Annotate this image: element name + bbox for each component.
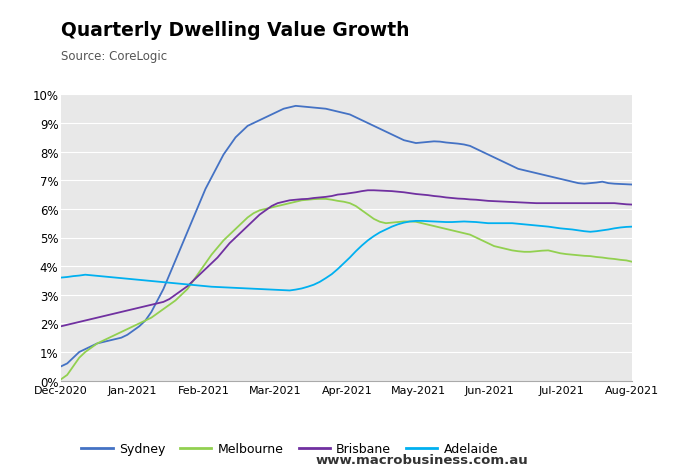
Melbourne [220,238,228,244]
Brisbane [345,191,354,197]
Sydney [352,115,360,121]
Melbourne [57,377,65,382]
Line: Melbourne: Melbourne [61,199,632,379]
Melbourne [304,198,312,203]
Adelaide [220,285,228,290]
Line: Brisbane: Brisbane [61,191,632,327]
Sydney [57,364,65,369]
Adelaide [628,224,636,230]
Line: Sydney: Sydney [61,107,632,367]
Text: www.macrobusiness.com.au: www.macrobusiness.com.au [316,454,528,466]
Legend: Sydney, Melbourne, Brisbane, Adelaide: Sydney, Melbourne, Brisbane, Adelaide [76,437,503,460]
Text: MACRO: MACRO [565,22,625,37]
Brisbane [135,305,143,311]
Adelaide [135,278,143,283]
Brisbane [304,197,312,202]
Text: BUSINESS: BUSINESS [554,45,636,60]
Sydney [586,181,594,187]
Sydney [370,124,378,129]
Brisbane [57,324,65,329]
Brisbane [364,188,372,194]
Melbourne [316,197,324,202]
Brisbane [220,248,228,254]
Sydney [292,104,300,109]
Brisbane [628,202,636,208]
Sydney [309,106,318,111]
Adelaide [592,229,600,235]
Adelaide [309,282,318,288]
Brisbane [370,188,378,194]
Melbourne [586,254,594,259]
Adelaide [370,234,378,239]
Melbourne [628,259,636,265]
Sydney [135,324,143,329]
Adelaide [352,249,360,255]
Text: Source: CoreLogic: Source: CoreLogic [61,50,167,63]
Melbourne [352,204,360,209]
Adelaide [286,288,294,294]
Text: Quarterly Dwelling Value Growth: Quarterly Dwelling Value Growth [61,21,409,40]
Adelaide [57,275,65,281]
Adelaide [412,218,420,224]
Melbourne [370,217,378,222]
Sydney [628,182,636,188]
Brisbane [586,201,594,207]
Line: Adelaide: Adelaide [61,221,632,291]
Melbourne [135,321,143,327]
Sydney [220,152,228,158]
